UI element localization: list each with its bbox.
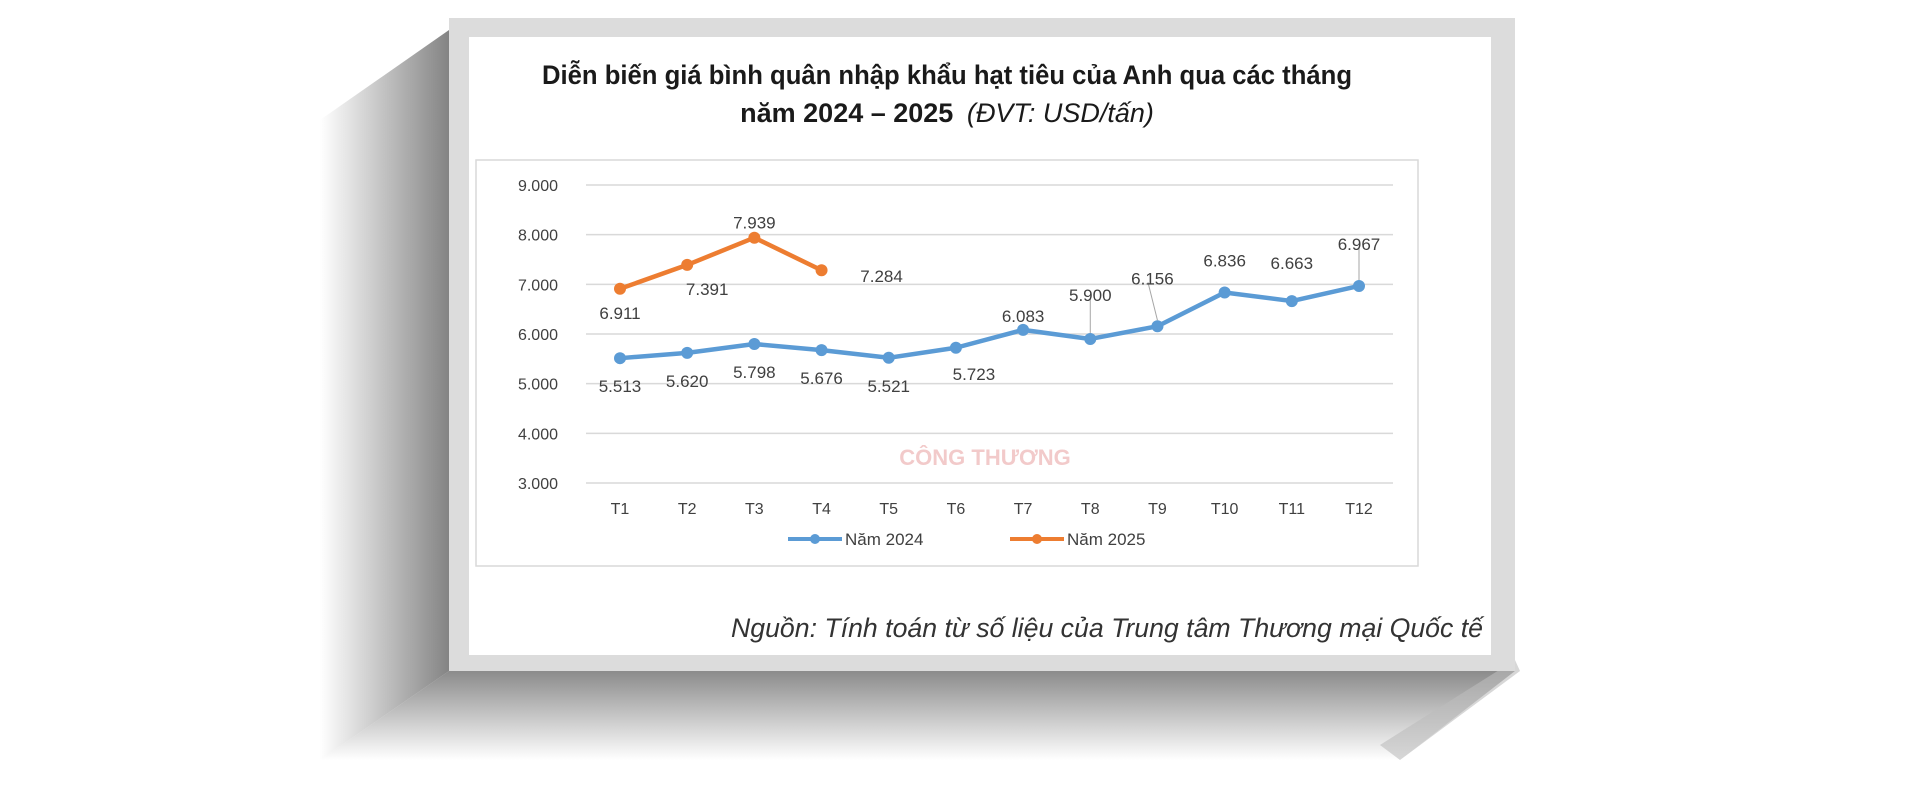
x-tick-label: T3 [745, 501, 764, 518]
x-tick-label: T7 [1014, 501, 1033, 518]
data-point [1084, 332, 1097, 345]
plot-area-border [475, 159, 1419, 567]
x-tick-label: T1 [611, 501, 630, 518]
leader-line [1147, 282, 1158, 321]
data-point [614, 352, 626, 365]
data-point [1353, 279, 1365, 292]
data-point [1285, 295, 1298, 308]
data-point [1017, 323, 1030, 336]
data-point [949, 341, 962, 354]
series-line-2025 [619, 235, 823, 291]
x-tick-label: T2 [678, 501, 697, 518]
data-label: 6.836 [1203, 251, 1246, 270]
data-label: 5.676 [800, 369, 843, 388]
data-point [815, 344, 828, 357]
series-line-2024 [619, 283, 1360, 361]
y-tick-label: 5.000 [518, 377, 558, 394]
source-note: Nguồn: Tính toán từ số liệu của Trung tâ… [731, 613, 1485, 643]
data-label: 6.083 [1002, 307, 1045, 326]
data-point [748, 338, 761, 351]
data-label: 5.798 [733, 363, 776, 382]
legend-marker-2025 [1032, 534, 1042, 544]
x-tick-label: T12 [1345, 501, 1373, 518]
y-tick-label: 3.000 [518, 476, 558, 493]
data-label: 6.911 [599, 304, 640, 323]
legend: Năm 2024 Năm 2025 [788, 530, 1145, 549]
data-label: 6.967 [1338, 235, 1381, 254]
data-label: 5.900 [1069, 286, 1112, 305]
legend-label-2024: Năm 2024 [845, 530, 923, 549]
data-label: 5.521 [867, 377, 910, 396]
data-point [681, 258, 694, 271]
x-tick-label: T6 [947, 501, 966, 518]
watermark: CÔNG THƯƠNG [899, 445, 1070, 470]
chart-title-line2: năm 2024 – 2025 (ĐVT: USD/tấn) [740, 98, 1154, 128]
x-tick-label: T5 [879, 501, 898, 518]
data-point [614, 282, 626, 295]
data-label: 7.939 [733, 214, 776, 233]
y-tick-label: 4.000 [518, 426, 558, 443]
data-label: 7.284 [860, 267, 903, 286]
x-tick-label: T8 [1081, 501, 1100, 518]
y-tick-label: 7.000 [518, 277, 558, 294]
y-tick-label: 8.000 [518, 228, 558, 245]
data-point [815, 264, 828, 277]
data-label: 5.620 [666, 372, 709, 391]
x-tick-label: T10 [1211, 501, 1239, 518]
y-tick-label: 6.000 [518, 327, 558, 344]
data-label: 5.513 [599, 377, 642, 396]
legend-label-2025: Năm 2025 [1067, 530, 1145, 549]
x-tick-label: T4 [812, 501, 831, 518]
legend-marker-2024 [810, 534, 820, 544]
data-label: 7.391 [686, 280, 729, 299]
data-point [681, 346, 694, 359]
data-point [882, 351, 895, 364]
y-tick-label: 9.000 [518, 178, 558, 195]
data-point [1151, 320, 1164, 333]
chart-unit: (ĐVT: USD/tấn) [967, 98, 1154, 128]
data-label: 5.723 [953, 365, 996, 384]
data-point [1218, 286, 1231, 299]
frame-shadow [320, 30, 1520, 760]
chart-title-line1: Diễn biến giá bình quân nhập khẩu hạt ti… [542, 59, 1352, 90]
data-point [748, 231, 761, 244]
data-label: 6.663 [1271, 254, 1314, 273]
x-tick-label: T11 [1279, 501, 1305, 518]
x-tick-label: T9 [1148, 501, 1167, 518]
chart-title-years: năm 2024 – 2025 [740, 98, 953, 128]
data-label: 6.156 [1131, 269, 1174, 288]
